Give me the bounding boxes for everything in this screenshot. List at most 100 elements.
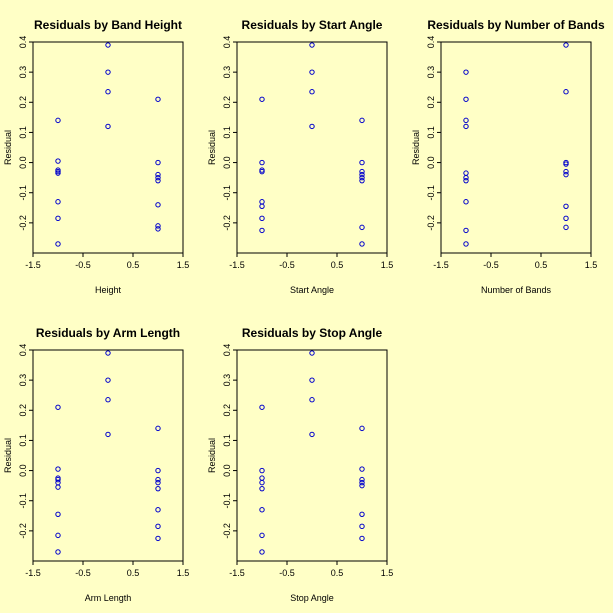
y-axis-label: Residual — [411, 130, 421, 165]
chart-title: Residuals by Arm Length — [36, 326, 180, 340]
x-tick-label: -1.5 — [229, 568, 245, 578]
data-point — [463, 227, 469, 234]
chart-panel-2: Residuals by Start Angle -1.5 -0.5 0.5 1.5 -0… — [207, 18, 393, 295]
data-point — [463, 174, 469, 181]
data-point — [259, 475, 265, 481]
y-tick-label: 0.1 — [222, 126, 232, 139]
data-point — [259, 159, 265, 166]
data-point — [463, 123, 469, 130]
y-tick-label: 0.1 — [426, 126, 436, 139]
data-point — [155, 202, 161, 208]
y-tick-label: -0.1 — [18, 185, 28, 201]
data-point — [155, 177, 161, 184]
x-tick-label: -1.5 — [25, 260, 41, 270]
plot-frame — [236, 349, 388, 562]
x-axis-label: Arm Length — [85, 593, 132, 603]
data-point — [309, 89, 315, 95]
data-point — [55, 484, 61, 490]
data-point — [463, 177, 469, 184]
data-point — [309, 397, 315, 403]
y-tick-label: 0.4 — [426, 36, 436, 49]
y-tick-label: 0.0 — [18, 156, 28, 169]
data-point — [259, 532, 265, 539]
data-point — [259, 168, 265, 175]
data-point — [55, 466, 61, 472]
data-point — [359, 168, 365, 175]
y-tick-label: -0.2 — [426, 215, 436, 231]
y-tick-label: -0.1 — [222, 185, 232, 201]
data-point — [359, 535, 365, 542]
y-tick-label: 0.1 — [18, 126, 28, 139]
x-axis-label: Height — [95, 285, 122, 295]
x-tick-label: 0.5 — [127, 568, 140, 578]
data-point — [259, 96, 265, 102]
data-point — [359, 482, 365, 489]
data-point — [359, 174, 365, 181]
y-axis-label: Residual — [3, 438, 13, 473]
y-tick-label: 0.3 — [18, 66, 28, 79]
chart-title: Residuals by Stop Angle — [242, 326, 383, 340]
data-point — [155, 485, 161, 492]
chart-title: Residuals by Band Height — [34, 18, 182, 32]
data-point — [105, 350, 111, 356]
y-tick-label: 0.1 — [18, 434, 28, 447]
data-point — [359, 241, 365, 247]
data-point — [359, 476, 365, 483]
y-tick-label: -0.2 — [222, 523, 232, 539]
data-point — [359, 177, 365, 184]
data-point — [105, 123, 111, 130]
y-tick-label: 0.3 — [222, 374, 232, 387]
data-point — [463, 117, 469, 124]
data-point — [55, 549, 61, 555]
y-tick-label: 0.4 — [222, 344, 232, 357]
data-point — [155, 171, 161, 178]
y-axis-label: Residual — [207, 438, 217, 473]
data-point — [155, 174, 161, 181]
y-tick-label: 0.4 — [18, 36, 28, 49]
data-point — [563, 89, 569, 95]
y-tick-label: 0.4 — [222, 36, 232, 49]
data-point — [463, 199, 469, 205]
data-point — [259, 215, 265, 222]
data-point — [105, 42, 111, 48]
y-tick-label: 0.2 — [18, 96, 28, 109]
data-point — [563, 203, 569, 209]
plot-frame — [32, 349, 184, 562]
x-tick-label: -1.5 — [229, 260, 245, 270]
y-tick-label: 0.3 — [426, 66, 436, 79]
data-point — [563, 42, 569, 48]
y-tick-label: 0.0 — [426, 156, 436, 169]
x-tick-label: -0.5 — [75, 260, 91, 270]
y-tick-label: 0.2 — [18, 404, 28, 417]
chart-panel-5: Residuals by Stop Angle -1.5 -0.5 0.5 1.5 -0.… — [207, 326, 393, 603]
y-tick-label: 0.2 — [426, 96, 436, 109]
x-tick-label: -1.5 — [25, 568, 41, 578]
y-tick-label: -0.1 — [222, 493, 232, 509]
chart-panel-3: Residuals by Number of Bands -1.5 -0.5 0.5 1… — [411, 18, 605, 295]
data-point — [55, 199, 61, 205]
data-point — [55, 170, 61, 176]
data-point — [55, 158, 61, 164]
x-tick-label: -0.5 — [483, 260, 499, 270]
y-axis-label: Residual — [3, 130, 13, 165]
x-tick-label: 1.5 — [381, 568, 394, 578]
data-point — [155, 226, 161, 232]
y-tick-label: -0.1 — [426, 185, 436, 201]
plot-frame — [236, 41, 388, 254]
data-point — [155, 507, 161, 513]
data-point — [463, 170, 469, 176]
y-tick-label: 0.1 — [222, 434, 232, 447]
data-point — [563, 161, 569, 167]
data-point — [105, 89, 111, 95]
data-point — [55, 532, 61, 539]
data-point — [563, 168, 569, 175]
data-point — [55, 404, 61, 410]
y-tick-label: -0.2 — [18, 523, 28, 539]
x-tick-label: 0.5 — [127, 260, 140, 270]
y-tick-label: 0.0 — [18, 464, 28, 477]
data-point — [155, 159, 161, 166]
y-tick-label: 0.2 — [222, 404, 232, 417]
data-point — [155, 479, 161, 486]
y-tick-label: -0.2 — [18, 215, 28, 231]
data-point — [463, 96, 469, 102]
